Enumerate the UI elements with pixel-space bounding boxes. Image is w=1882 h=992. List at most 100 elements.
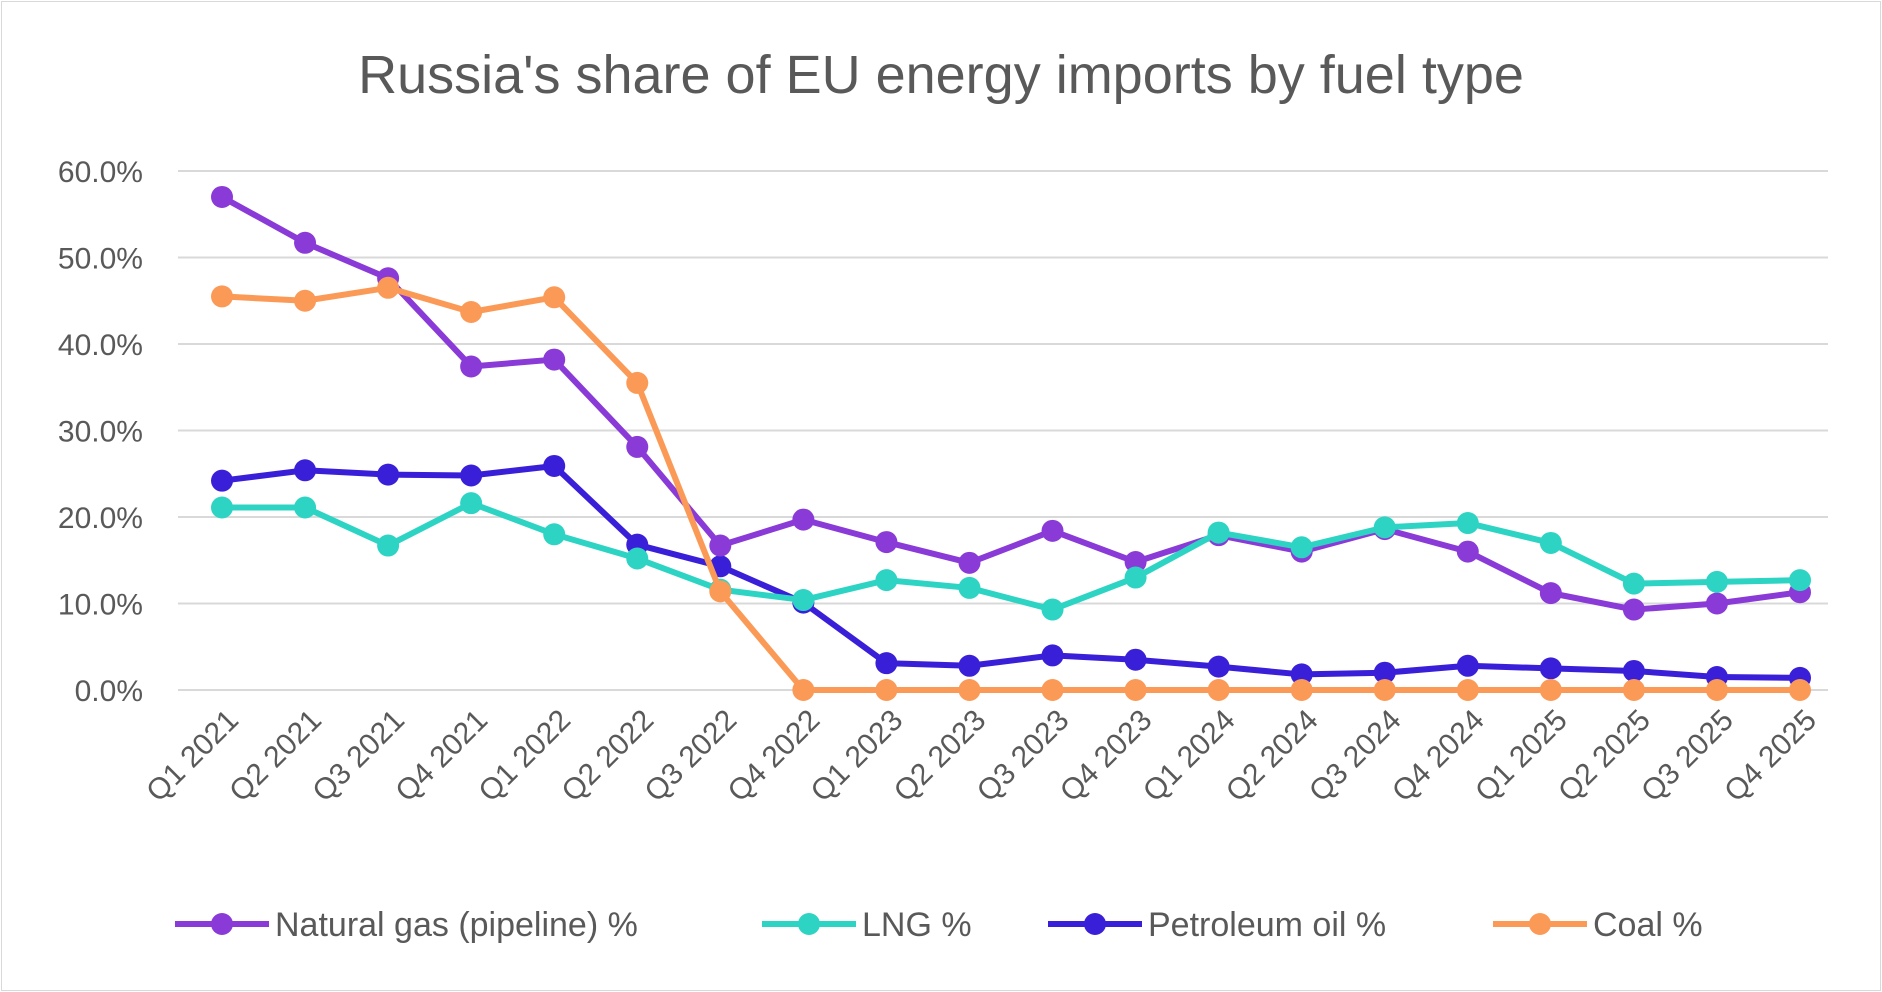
data-point bbox=[294, 289, 317, 312]
series-3 bbox=[211, 454, 1811, 689]
legend-swatch-marker bbox=[798, 913, 820, 935]
legend-swatch-marker bbox=[211, 913, 233, 935]
series-layer bbox=[211, 185, 1811, 701]
data-point bbox=[626, 435, 649, 458]
legend-label: Natural gas (pipeline) % bbox=[275, 906, 638, 944]
data-point bbox=[543, 348, 566, 371]
chart-title: Russia's share of EU energy imports by f… bbox=[358, 45, 1524, 105]
data-point bbox=[543, 286, 566, 309]
data-point bbox=[1124, 648, 1147, 671]
data-point bbox=[377, 276, 400, 299]
data-point bbox=[211, 185, 233, 208]
data-point bbox=[1041, 644, 1064, 667]
legend-label: LNG % bbox=[862, 906, 972, 944]
data-point bbox=[792, 589, 815, 612]
data-point bbox=[1456, 654, 1479, 677]
x-tick-label: Q2 2023 bbox=[888, 704, 993, 809]
data-point bbox=[709, 534, 732, 557]
x-tick-label: Q4 2021 bbox=[389, 704, 494, 809]
data-point bbox=[211, 469, 233, 492]
data-point bbox=[1124, 566, 1147, 589]
y-tick-label: 30.0% bbox=[58, 416, 143, 449]
gridlines bbox=[178, 170, 1828, 691]
legend-swatch-marker bbox=[1529, 913, 1551, 935]
legend-label: Coal % bbox=[1593, 906, 1703, 944]
data-point bbox=[1456, 512, 1479, 535]
x-tick-label: Q1 2025 bbox=[1469, 704, 1574, 809]
data-point bbox=[1705, 592, 1728, 615]
data-point bbox=[1789, 569, 1811, 592]
data-point bbox=[1124, 550, 1147, 573]
data-point bbox=[1290, 679, 1313, 701]
y-axis-ticks: 0.0% 10.0% 20.0% 30.0% 40.0% 50.0% 60.0% bbox=[58, 156, 143, 708]
x-tick-label: Q1 2022 bbox=[472, 704, 577, 809]
data-point bbox=[1622, 679, 1645, 701]
data-point bbox=[1539, 657, 1562, 680]
data-point bbox=[294, 496, 317, 519]
data-point bbox=[1373, 516, 1396, 539]
y-tick-label: 60.0% bbox=[58, 156, 143, 189]
data-point bbox=[626, 547, 649, 570]
data-point bbox=[377, 534, 400, 557]
data-point bbox=[460, 355, 483, 378]
x-tick-label: Q2 2022 bbox=[555, 704, 660, 809]
legend-item: Natural gas (pipeline) % bbox=[175, 906, 638, 944]
x-tick-label: Q4 2023 bbox=[1054, 704, 1159, 809]
y-tick-label: 40.0% bbox=[58, 329, 143, 362]
data-point bbox=[1373, 661, 1396, 684]
legend-label: Petroleum oil % bbox=[1148, 906, 1386, 944]
data-point bbox=[1456, 679, 1479, 701]
data-point bbox=[875, 679, 898, 701]
data-point bbox=[460, 464, 483, 487]
data-point bbox=[1041, 679, 1064, 701]
y-tick-label: 0.0% bbox=[75, 675, 143, 708]
data-point bbox=[1373, 679, 1396, 701]
data-point bbox=[1207, 679, 1230, 701]
series-line bbox=[219, 500, 1803, 613]
x-tick-label: Q1 2021 bbox=[140, 704, 245, 809]
data-point bbox=[294, 459, 317, 482]
series-line bbox=[219, 284, 1803, 693]
series-2 bbox=[211, 492, 1811, 621]
data-point bbox=[1789, 679, 1811, 701]
x-tick-label: Q2 2021 bbox=[223, 704, 328, 809]
data-point bbox=[958, 576, 981, 599]
data-point bbox=[626, 371, 649, 394]
data-point bbox=[1539, 679, 1562, 701]
y-tick-label: 20.0% bbox=[58, 502, 143, 535]
legend-item: Petroleum oil % bbox=[1048, 906, 1386, 944]
data-point bbox=[875, 531, 898, 554]
data-point bbox=[1041, 519, 1064, 542]
data-point bbox=[792, 508, 815, 531]
data-point bbox=[958, 679, 981, 701]
data-point bbox=[1207, 521, 1230, 544]
x-tick-label: Q3 2022 bbox=[639, 704, 744, 809]
data-point bbox=[958, 654, 981, 677]
data-point bbox=[1622, 572, 1645, 595]
data-point bbox=[377, 463, 400, 486]
data-point bbox=[1456, 540, 1479, 563]
series-line bbox=[219, 193, 1803, 613]
legend: Natural gas (pipeline) % LNG % Petroleum o… bbox=[175, 906, 1703, 944]
x-tick-label: Q3 2025 bbox=[1635, 704, 1740, 809]
data-point bbox=[875, 569, 898, 592]
x-tick-label: Q3 2024 bbox=[1303, 704, 1408, 809]
data-point bbox=[460, 300, 483, 323]
x-tick-label: Q2 2024 bbox=[1220, 704, 1325, 809]
legend-item: Coal % bbox=[1493, 906, 1703, 944]
x-tick-label: Q2 2025 bbox=[1552, 704, 1657, 809]
data-point bbox=[294, 231, 317, 254]
data-point bbox=[1622, 598, 1645, 621]
data-point bbox=[792, 679, 815, 701]
data-point bbox=[958, 551, 981, 574]
data-point bbox=[211, 285, 233, 308]
data-point bbox=[1041, 598, 1064, 621]
y-tick-label: 10.0% bbox=[58, 589, 143, 622]
data-point bbox=[875, 652, 898, 675]
data-point bbox=[1290, 536, 1313, 559]
data-point bbox=[1124, 679, 1147, 701]
x-tick-label: Q4 2022 bbox=[722, 704, 827, 809]
data-point bbox=[1290, 663, 1313, 686]
